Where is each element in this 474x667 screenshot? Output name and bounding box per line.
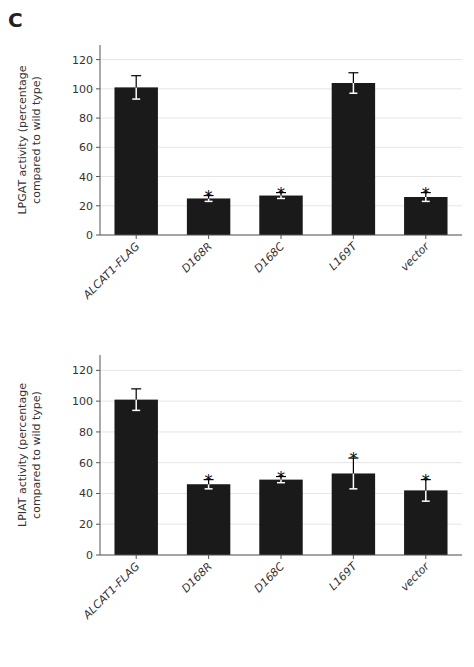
y-tick-label: 20 xyxy=(79,200,93,213)
x-tick-label: vector xyxy=(398,239,433,274)
y-tick xyxy=(96,370,100,371)
error-bar xyxy=(131,389,141,411)
error-lower-cap xyxy=(132,410,140,412)
y-tick-label: 40 xyxy=(79,171,93,184)
y-tick-label: 100 xyxy=(72,395,93,408)
error-bar xyxy=(131,76,141,99)
x-tick-label: L169T xyxy=(326,239,360,273)
significance-marker: * xyxy=(277,184,285,203)
y-tick xyxy=(96,118,100,119)
bar xyxy=(332,83,375,235)
x-tick-label: L169T xyxy=(326,559,360,593)
bar xyxy=(114,400,157,555)
y-tick-label: 60 xyxy=(79,141,93,154)
significance-marker: * xyxy=(205,471,213,490)
chart-svg: C 0 20 40 60 80 100 120 LPGAT activity (percenta… xyxy=(0,0,474,667)
error-upper-cap xyxy=(348,72,358,73)
y-tick-label: 20 xyxy=(79,518,93,531)
x-tick-label: D168C xyxy=(252,560,288,596)
y-tick xyxy=(96,401,100,402)
x-tick xyxy=(208,555,209,559)
y-tick-label: 80 xyxy=(79,426,93,439)
x-tick xyxy=(136,555,137,559)
y-tick xyxy=(96,176,100,177)
x-tick-label: D168R xyxy=(179,560,214,595)
error-upper-cap xyxy=(131,388,141,389)
bar xyxy=(404,490,447,555)
y-tick-label: 120 xyxy=(72,364,93,377)
significance-marker: * xyxy=(205,187,213,206)
bar xyxy=(332,473,375,555)
x-tick xyxy=(353,235,354,239)
grid-line xyxy=(100,370,462,371)
bar xyxy=(114,87,157,235)
x-tick xyxy=(281,235,282,239)
y-axis-line xyxy=(100,355,101,555)
marks xyxy=(114,389,447,555)
y-tick xyxy=(96,59,100,60)
y-axis-label-line: compared to wild type) xyxy=(30,76,43,204)
y-tick xyxy=(96,235,100,236)
significance-marker: * xyxy=(277,468,285,487)
y-axis-label: LPGAT activity (percentagecompared to wi… xyxy=(16,65,43,214)
y-axis-line xyxy=(100,45,101,235)
error-upper xyxy=(353,73,354,83)
y-tick xyxy=(96,431,100,432)
x-tick xyxy=(353,555,354,559)
error-lower xyxy=(135,400,137,411)
error-upper xyxy=(136,389,137,400)
bar xyxy=(259,480,302,555)
x-tick xyxy=(136,235,137,239)
error-lower-cap xyxy=(422,500,430,502)
y-axis-label-line: LPIAT activity (percentage xyxy=(16,383,29,527)
y-tick xyxy=(96,462,100,463)
error-lower-cap xyxy=(349,92,357,94)
y-tick-label: 40 xyxy=(79,487,93,500)
panel: C 0 20 40 60 80 100 120 LPGAT activity (percenta… xyxy=(8,8,462,302)
y-axis-label: LPIAT activity (percentagecompared to wi… xyxy=(16,383,43,527)
significance-marker: * xyxy=(422,471,430,490)
error-lower xyxy=(135,87,137,99)
x-tick-label: ALCAT1-FLAG xyxy=(80,240,142,302)
x-tick xyxy=(425,555,426,559)
error-lower xyxy=(353,473,355,488)
error-lower xyxy=(425,490,427,501)
y-axis-label-line: compared to wild type) xyxy=(30,391,43,519)
error-lower xyxy=(353,83,355,93)
y-tick xyxy=(96,147,100,148)
significance-marker: * xyxy=(349,449,357,468)
x-tick-label: D168C xyxy=(252,240,288,276)
y-tick xyxy=(96,524,100,525)
y-tick xyxy=(96,205,100,206)
y-axis-label-line: LPGAT activity (percentage xyxy=(16,65,29,214)
marks xyxy=(114,73,447,235)
y-tick-label: 0 xyxy=(86,549,93,562)
error-bar xyxy=(348,73,358,93)
bar xyxy=(187,484,230,555)
error-lower-cap xyxy=(132,98,140,100)
y-tick-label: 120 xyxy=(72,54,93,67)
x-tick xyxy=(425,235,426,239)
panel: 0 20 40 60 80 100 120 LPIAT activity (percentag… xyxy=(16,355,462,622)
x-tick xyxy=(208,235,209,239)
y-tick-label: 100 xyxy=(72,83,93,96)
y-tick xyxy=(96,88,100,89)
error-upper-cap xyxy=(131,75,141,76)
y-tick-label: 60 xyxy=(79,457,93,470)
panel-label: C xyxy=(8,8,23,32)
bar xyxy=(404,197,447,235)
y-tick xyxy=(96,555,100,556)
x-tick-label: ALCAT1-FLAG xyxy=(80,560,142,622)
y-tick-label: 0 xyxy=(86,229,93,242)
error-lower-cap xyxy=(349,488,357,490)
significance-marker: * xyxy=(422,184,430,203)
error-upper xyxy=(136,76,137,88)
x-tick xyxy=(281,555,282,559)
x-tick-label: vector xyxy=(398,559,433,594)
y-tick xyxy=(96,493,100,494)
x-tick-label: D168R xyxy=(179,240,214,275)
grid-line xyxy=(100,59,462,60)
y-tick-label: 80 xyxy=(79,112,93,125)
